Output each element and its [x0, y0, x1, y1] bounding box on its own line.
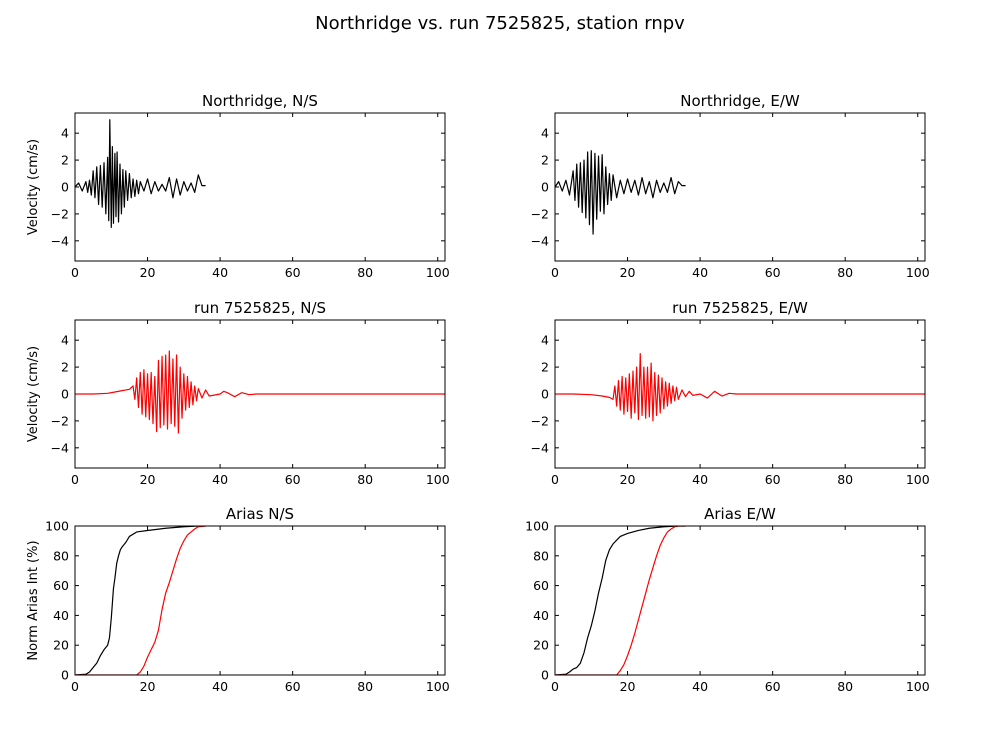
y-tick-label: 60 — [53, 578, 69, 593]
x-tick-label: 80 — [357, 265, 373, 280]
x-tick-label: 80 — [357, 679, 373, 694]
plot-frame — [74, 319, 446, 469]
x-tick-label: 0 — [551, 472, 559, 487]
y-tick-label: 0 — [61, 387, 69, 402]
plot-frame — [554, 112, 926, 262]
x-tick-label: 40 — [692, 472, 708, 487]
recorded-series-line — [555, 526, 686, 675]
subplot-1: Northridge, N/S0 20 40 60 80 100420−2−4Veloci… — [26, 92, 450, 280]
y-tick-label: 2 — [541, 153, 549, 168]
y-axis-label: Velocity (cm/s) — [26, 139, 41, 235]
x-tick-label: 100 — [906, 472, 930, 487]
x-tick-label: 60 — [285, 679, 301, 694]
x-tick-label: 80 — [837, 265, 853, 280]
subplot-title: Arias N/S — [226, 505, 294, 523]
simulated-series-line — [75, 350, 445, 434]
x-tick-label: 40 — [692, 679, 708, 694]
x-tick-label: 20 — [620, 679, 636, 694]
y-tick-label: 80 — [53, 548, 69, 563]
subplot-3: run 7525825, N/S0 20 40 60 80 100420−2−4Veloc… — [26, 299, 450, 487]
subplot-6: Arias E/W 0 20 40 60 80 100 100 80 60 40 20 0 — [525, 505, 930, 694]
x-tick-label: 60 — [765, 265, 781, 280]
y-tick-label: −2 — [51, 206, 69, 221]
y-tick-label: 20 — [53, 638, 69, 653]
x-tick-label: 40 — [212, 472, 228, 487]
recorded-series-line — [75, 119, 206, 228]
x-tick-label: 60 — [285, 265, 301, 280]
y-tick-label: −2 — [531, 206, 549, 221]
y-tick-label: 100 — [45, 519, 69, 534]
y-tick-label: 0 — [61, 180, 69, 195]
x-tick-label: 20 — [140, 679, 156, 694]
simulated-series-line — [555, 353, 925, 422]
y-tick-label: 0 — [541, 668, 549, 683]
simulated-series-line — [555, 526, 686, 675]
x-tick-label: 0 — [71, 472, 79, 487]
subplot-title: Arias E/W — [704, 505, 776, 523]
x-tick-label: 60 — [765, 472, 781, 487]
x-tick-label: 80 — [837, 472, 853, 487]
y-tick-label: −2 — [51, 413, 69, 428]
y-tick-label: 40 — [53, 608, 69, 623]
x-tick-label: 0 — [71, 265, 79, 280]
x-tick-label: 100 — [906, 265, 930, 280]
x-tick-label: 40 — [212, 265, 228, 280]
y-tick-label: −4 — [531, 440, 549, 455]
x-tick-label: 20 — [620, 265, 636, 280]
recorded-series-line — [75, 526, 206, 675]
y-axis-label: Norm Arias Int (%) — [26, 540, 41, 660]
y-tick-label: 40 — [533, 608, 549, 623]
simulated-series-line — [75, 526, 206, 675]
x-tick-label: 100 — [426, 265, 450, 280]
x-tick-label: 100 — [426, 472, 450, 487]
y-tick-label: −4 — [51, 233, 69, 248]
subplot-title: run 7525825, E/W — [672, 299, 808, 317]
y-tick-label: 0 — [541, 180, 549, 195]
y-tick-label: 4 — [61, 126, 69, 141]
subplot-title: Northridge, E/W — [680, 92, 800, 110]
x-tick-label: 80 — [837, 679, 853, 694]
y-tick-label: 4 — [61, 333, 69, 348]
x-tick-label: 80 — [357, 472, 373, 487]
y-tick-label: 0 — [541, 387, 549, 402]
x-tick-label: 0 — [551, 265, 559, 280]
x-tick-label: 0 — [551, 679, 559, 694]
x-tick-label: 0 — [71, 679, 79, 694]
y-tick-label: −4 — [51, 440, 69, 455]
x-tick-label: 20 — [140, 265, 156, 280]
plot-frame — [554, 319, 926, 469]
x-tick-label: 40 — [692, 265, 708, 280]
y-tick-label: −4 — [531, 233, 549, 248]
y-tick-label: 4 — [541, 126, 549, 141]
figure-title: Northridge vs. run 7525825, station rnpv — [315, 13, 685, 34]
recorded-series-line — [555, 150, 686, 235]
x-tick-label: 20 — [140, 472, 156, 487]
y-tick-label: 60 — [533, 578, 549, 593]
y-tick-label: 0 — [61, 668, 69, 683]
plot-frame — [554, 525, 926, 676]
x-tick-label: 40 — [212, 679, 228, 694]
y-tick-label: 2 — [541, 360, 549, 375]
y-axis-label: Velocity (cm/s) — [26, 346, 41, 442]
y-tick-label: 2 — [61, 153, 69, 168]
y-tick-label: 80 — [533, 548, 549, 563]
y-tick-label: 4 — [541, 333, 549, 348]
plot-frame — [74, 112, 446, 262]
subplot-title: Northridge, N/S — [202, 92, 318, 110]
y-tick-label: 100 — [525, 519, 549, 534]
x-tick-label: 100 — [426, 679, 450, 694]
y-tick-label: −2 — [531, 413, 549, 428]
x-tick-label: 60 — [765, 679, 781, 694]
subplot-5: Arias N/S 0 20 40 60 80 100 100 80 60 40 20 0 Norm Ar… — [26, 505, 450, 694]
y-tick-label: 20 — [533, 638, 549, 653]
x-tick-label: 20 — [620, 472, 636, 487]
y-tick-label: 2 — [61, 360, 69, 375]
plot-frame — [74, 525, 446, 676]
subplot-title: run 7525825, N/S — [194, 299, 326, 317]
x-tick-label: 60 — [285, 472, 301, 487]
x-tick-label: 100 — [906, 679, 930, 694]
